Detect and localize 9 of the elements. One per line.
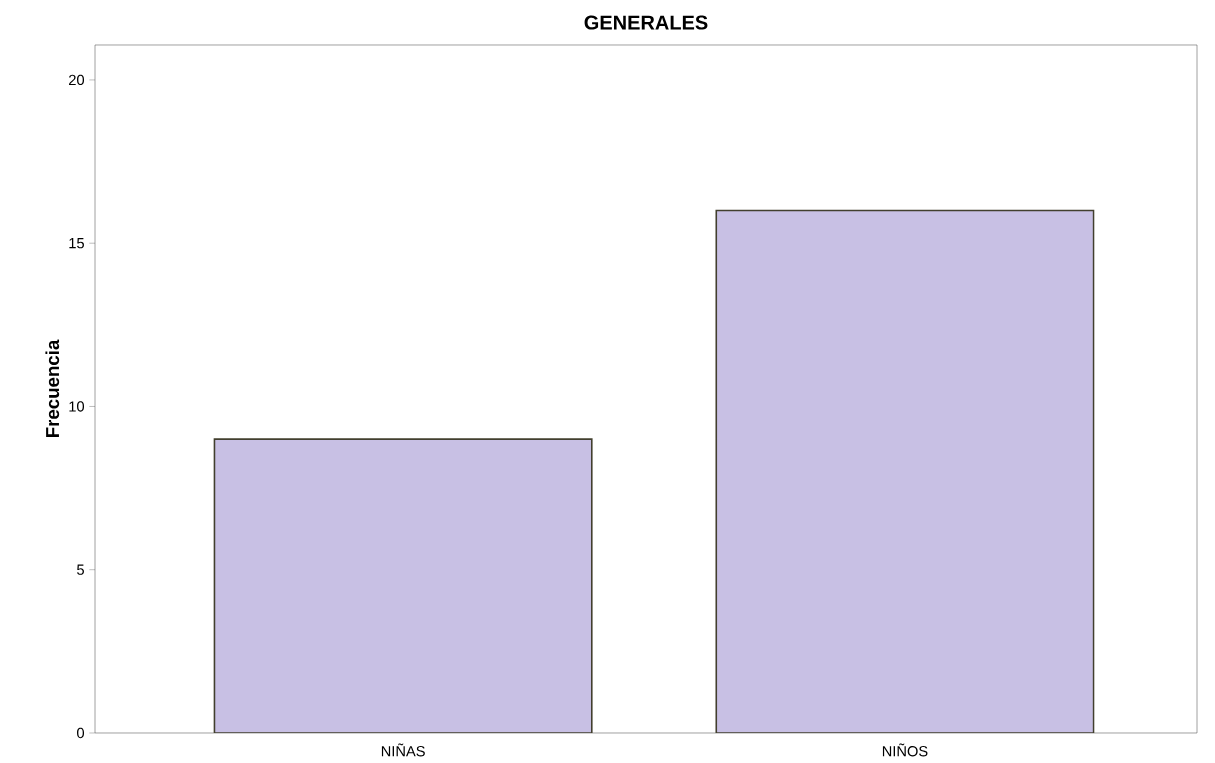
- x-tick-label: NIÑAS: [381, 743, 425, 757]
- chart-title: GENERALES: [584, 15, 708, 30]
- x-tick-label: NIÑOS: [882, 743, 928, 757]
- y-tick-label: 10: [69, 401, 85, 412]
- y-tick-label: 5: [77, 564, 84, 575]
- y-tick-label: 15: [69, 238, 84, 249]
- y-tick-label: 20: [69, 74, 85, 86]
- y-axis-title: Frecuencia: [45, 339, 60, 438]
- y-tick-label: 0: [77, 727, 85, 739]
